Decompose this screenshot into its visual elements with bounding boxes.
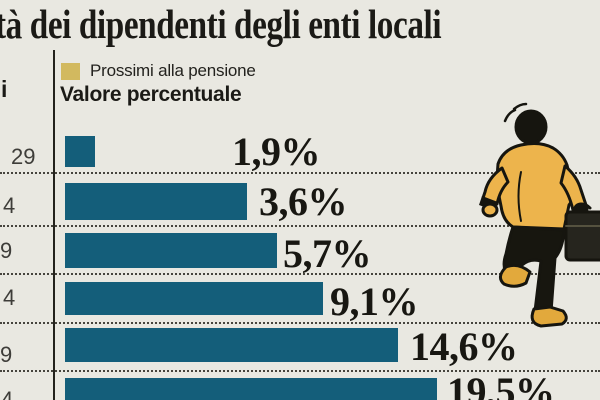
- shirt-fold: [517, 171, 522, 222]
- bar-row-5: [65, 378, 437, 400]
- bar-row-0: [65, 136, 95, 167]
- bar-row-1: [65, 183, 247, 220]
- legend-swatch-gold: [61, 62, 80, 80]
- row-separator-dotted-line: [0, 322, 600, 324]
- pants: [502, 225, 566, 314]
- briefcase-handle: [572, 202, 592, 211]
- legend: Prossimi alla pensione: [61, 61, 256, 81]
- value-label-1: 3,6%: [259, 179, 348, 224]
- briefcase: [564, 210, 600, 262]
- row-separator-dotted-line: [0, 225, 600, 227]
- value-label-3: 9,1%: [330, 279, 419, 324]
- value-label-0: 1,9%: [232, 129, 321, 174]
- bar-row-2: [65, 233, 277, 268]
- bar-row-4: [65, 328, 398, 362]
- row-separator-dotted-line: [0, 273, 600, 275]
- motion-line-icon: [503, 108, 517, 123]
- row-separator-dotted-line: [0, 172, 600, 174]
- person-with-briefcase-illustration: [479, 102, 600, 328]
- value-label-5: 19,5%: [447, 369, 555, 400]
- bar-row-3: [65, 282, 323, 315]
- category-label-fragment-0: 29: [11, 144, 36, 169]
- category-label-fragment-2: 9: [0, 238, 13, 263]
- head: [514, 109, 548, 145]
- chart-title: tà dei dipendenti degli enti locali: [0, 1, 442, 47]
- category-label-fragment-4: 9: [0, 342, 13, 367]
- chart-subtitle: Valore percentuale: [60, 83, 242, 106]
- front-shoe: [530, 305, 568, 328]
- value-label-2: 5,7%: [283, 231, 372, 276]
- value-label-4: 14,6%: [410, 324, 518, 369]
- left-column-header-fragment: i: [1, 76, 8, 102]
- category-label-fragment-3: 4: [3, 285, 16, 310]
- back-shoe: [499, 263, 532, 288]
- row-separator-dotted-line: [0, 370, 600, 372]
- legend-label: Prossimi alla pensione: [90, 61, 256, 80]
- motion-line-icon: [512, 102, 528, 111]
- left-hand: [481, 202, 499, 218]
- category-label-fragment-5: 4: [1, 387, 14, 400]
- category-label-fragment-1: 4: [3, 193, 16, 218]
